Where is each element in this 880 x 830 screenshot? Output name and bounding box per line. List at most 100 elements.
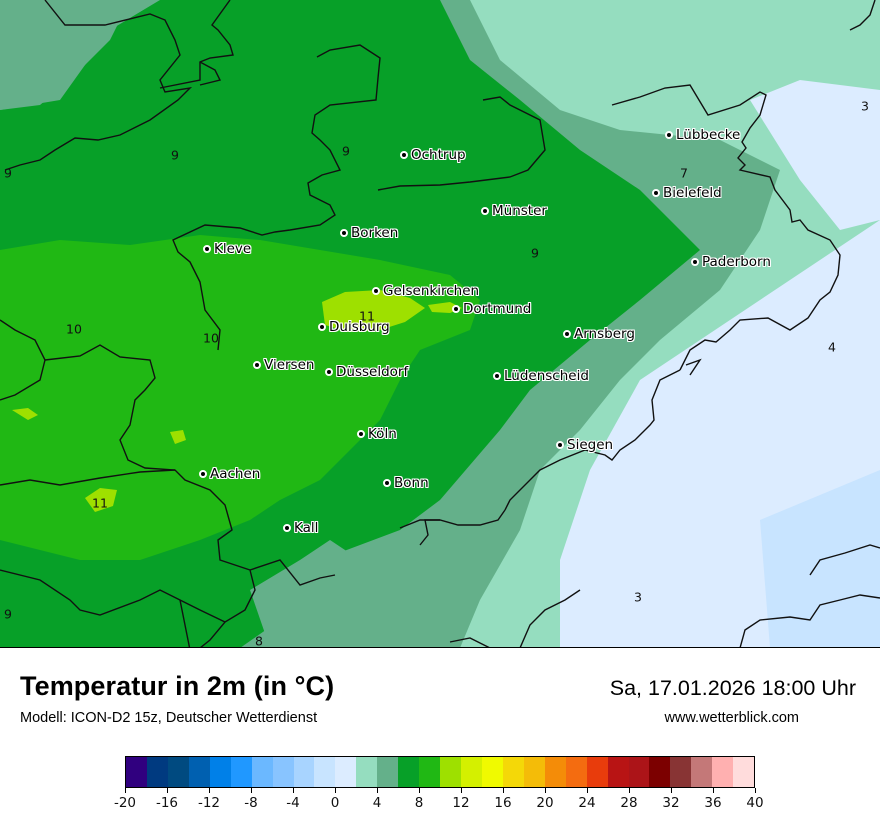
colorbar-bin [481,757,503,787]
city-name: Arnsberg [574,326,635,342]
city-marker-luedenscheid: Lüdenscheid [493,368,589,384]
city-name: Düsseldorf [336,364,409,380]
colorbar-tick-label: -12 [197,795,221,811]
colorbar-tick-label: 24 [578,795,596,811]
city-dot-icon [199,470,207,478]
model-source: Modell: ICON-D2 15z, Deutscher Wetterdie… [20,710,318,726]
isotherm-label: 9 [4,165,12,181]
city-dot-icon [325,368,333,376]
colorbar-bin [314,757,336,787]
colorbar-bin [167,757,189,787]
city-marker-luebbecke: Lübbecke [665,127,740,143]
colorbar-bin [209,757,231,787]
colorbar-tick-label: 8 [414,795,424,811]
city-marker-koeln: Köln [357,426,397,442]
colorbar-ticks: -20 -16 -12 -8 -4 0 4 8 12 16 20 24 28 32 36 40 [114,788,764,818]
map-footer: Temperatur in 2m (in °C) Modell: ICON-D2… [0,649,880,830]
colorbar-bin [628,757,650,787]
isotherm-label: 7 [680,165,688,181]
city-dot-icon [283,524,291,532]
city-marker-arnsberg: Arnsberg [563,326,635,342]
colorbar-tick [503,788,504,793]
city-name: Viersen [264,357,315,373]
colorbar-tick [377,788,378,793]
colorbar-tick [713,788,714,793]
colorbar-tick-label: -16 [155,795,179,811]
colorbar-tick [209,788,210,793]
isotherm-label: 9 [171,147,179,163]
colorbar-tick-label: 0 [330,795,340,811]
colorbar-bin [586,757,608,787]
colorbar-bin [670,757,692,787]
colorbar-bin [461,757,482,787]
isotherm-label: 3 [634,589,642,605]
city-marker-kall: Kall [283,520,318,536]
colorbar-tick [461,788,462,793]
city-marker-viersen: Viersen [253,357,314,373]
city-name: Ochtrup [411,147,466,163]
colorbar-bin [544,757,566,787]
colorbar-tick-label: 40 [746,795,764,811]
colorbar-bin [440,757,461,787]
colorbar-tick-label: 28 [620,795,638,811]
city-marker-paderborn: Paderborn [691,254,771,270]
isotherm-label: 9 [342,143,350,159]
city-name: Duisburg [329,319,390,335]
city-name: Kall [294,520,319,536]
colorbar-tick [545,788,546,793]
colorbar-bin [419,757,441,787]
colorbar-bin [188,757,210,787]
colorbar-bin [398,757,420,787]
city-name: Münster [492,203,547,219]
city-marker-dortmund: Dortmund [452,301,531,317]
colorbar-tick [629,788,630,793]
city-dot-icon [400,151,408,159]
colorbar-bin [523,757,545,787]
city-marker-borken: Borken [340,225,398,241]
city-marker-bonn: Bonn [383,475,429,491]
city-name: Bonn [394,475,429,491]
city-marker-bielefeld: Bielefeld [652,185,722,201]
temperature-map: 3 9 9 9 7 9 11 10 10 4 11 3 9 8 Lübbecke… [0,0,880,648]
city-name: Gelsenkirchen [383,283,480,299]
isotherm-label: 10 [203,330,219,346]
isotherm-label: 11 [92,495,108,511]
city-name: Köln [368,426,397,442]
city-dot-icon [372,287,380,295]
temperature-field [0,0,880,647]
colorbar-tick [671,788,672,793]
colorbar-tick-label: 12 [452,795,470,811]
city-name: Lübbecke [676,127,741,143]
colorbar-bin [335,757,357,787]
colorbar-tick [419,788,420,793]
colorbar-bin [733,757,755,787]
city-dot-icon [691,258,699,266]
colorbar-tick [293,788,294,793]
colorbar-tick [755,788,756,793]
colorbar-bin [712,757,734,787]
colorbar-tick-label: -8 [244,795,258,811]
colorbar-bin [356,757,378,787]
city-dot-icon [383,479,391,487]
city-dot-icon [452,305,460,313]
city-marker-duisburg: Duisburg [318,319,390,335]
colorbar-tick-label: 16 [494,795,512,811]
colorbar-bin [691,757,713,787]
colorbar-bin [230,757,252,787]
city-dot-icon [203,245,211,253]
city-dot-icon [665,131,673,139]
colorbar-bin [565,757,587,787]
colorbar-tick-label: 36 [704,795,722,811]
city-dot-icon [563,330,571,338]
colorbar-bin [251,757,273,787]
colorbar-bin [126,757,147,787]
colorbar-tick [125,788,126,793]
colorbar-bin [502,757,524,787]
valid-datetime: Sa, 17.01.2026 18:00 Uhr [609,676,856,700]
colorbar-bin [377,757,399,787]
city-dot-icon [340,229,348,237]
colorbar-tick [335,788,336,793]
colorbar-tick-label: -20 [113,795,137,811]
city-marker-siegen: Siegen [556,437,613,453]
city-dot-icon [481,207,489,215]
